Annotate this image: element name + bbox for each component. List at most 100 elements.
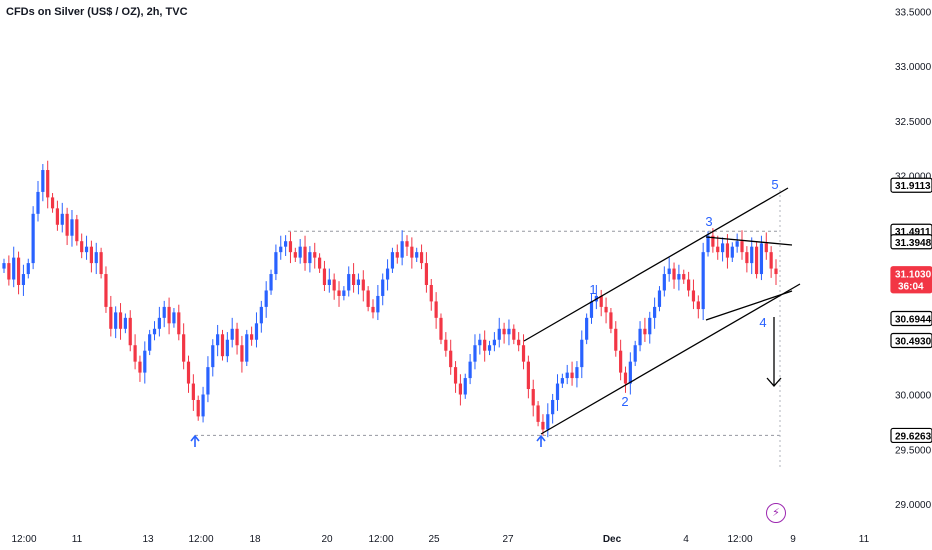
y-tick-label: 32.0000 — [895, 172, 932, 183]
candle-body — [75, 219, 79, 242]
candle-body — [439, 317, 443, 340]
channel-upper-line — [523, 187, 789, 342]
candle-body — [36, 191, 40, 214]
x-tick-label: 12:00 — [11, 534, 36, 545]
price-label-text: 31.9113 — [895, 181, 931, 192]
candle-body — [405, 241, 409, 247]
candle-body — [162, 306, 166, 318]
candle-body — [468, 361, 472, 379]
candle-body — [337, 290, 341, 296]
candle-body — [589, 301, 594, 318]
candle-body — [604, 306, 608, 313]
candle-body — [740, 241, 744, 253]
candle-body — [84, 246, 89, 253]
candle-body — [575, 367, 579, 379]
candle-body — [298, 246, 302, 258]
candle-body — [264, 290, 268, 307]
candle-body — [555, 383, 560, 400]
y-axis: 33.5000 33.0000 32.5000 32.0000 30.0000 29.50… — [890, 7, 932, 511]
candle-body — [725, 243, 730, 258]
candle-body — [730, 246, 734, 258]
horizontal-levels — [195, 190, 781, 470]
x-tick-label: 9 — [790, 534, 796, 545]
candle-body — [415, 252, 419, 258]
up-arrow-head — [190, 434, 200, 442]
candle-body — [502, 328, 506, 335]
candle-body — [50, 197, 55, 209]
candle-body — [317, 257, 322, 269]
candle-body — [385, 268, 390, 280]
candle-body — [55, 208, 60, 225]
candle-body — [356, 279, 361, 285]
x-tick-label: 27 — [502, 534, 514, 545]
x-tick-label: 4 — [683, 534, 689, 545]
candle-body — [293, 252, 297, 258]
candle-body — [638, 328, 642, 346]
candle-body — [279, 246, 283, 253]
candle-body — [419, 252, 424, 264]
candle-body — [691, 290, 696, 302]
candle-body — [492, 339, 496, 346]
candle-body — [662, 274, 666, 291]
candle-body — [322, 268, 327, 285]
price-label — [890, 427, 932, 444]
candle-body — [711, 235, 715, 247]
candle-body — [701, 252, 705, 310]
candle-body — [536, 405, 540, 422]
candle-body — [366, 290, 370, 307]
price-label-text: 31.1030 — [895, 270, 932, 281]
x-tick-label: 20 — [321, 534, 333, 545]
candle-body — [512, 328, 516, 340]
x-tick-label: 12:00 — [727, 534, 752, 545]
current-price-label — [890, 266, 932, 294]
candle-body — [599, 295, 603, 307]
candle-body — [284, 241, 288, 247]
candle-body — [648, 317, 652, 335]
candle-body — [585, 317, 589, 340]
candle-body — [774, 268, 778, 275]
candle-body — [351, 274, 356, 285]
candle-body — [716, 246, 720, 253]
y-tick-label: 32.5000 — [895, 117, 932, 128]
price-label — [890, 234, 932, 250]
candle-body — [104, 274, 108, 307]
candle-body — [313, 252, 317, 258]
candle-body — [191, 383, 195, 400]
candle-body — [507, 328, 511, 335]
candle-body — [463, 378, 467, 395]
wave-label: 3 — [705, 214, 712, 229]
lightning-icon[interactable]: ⚡ — [766, 503, 786, 523]
candle-body — [614, 328, 618, 351]
price-label — [890, 310, 932, 327]
up-arrow-head — [536, 434, 546, 442]
candle-body — [546, 414, 550, 430]
candle-body — [123, 317, 127, 329]
wave-label: 1 — [589, 282, 596, 297]
candle-body — [138, 361, 142, 373]
candle-body — [580, 339, 584, 368]
candle-body — [240, 345, 244, 362]
candle-body — [371, 306, 375, 313]
candle-body — [2, 263, 6, 269]
candle-body — [609, 312, 613, 329]
candle-body — [80, 241, 84, 253]
candle-body — [444, 339, 448, 351]
x-tick-label: 12:00 — [368, 534, 393, 545]
candle-body — [560, 378, 564, 384]
candle-body — [381, 279, 385, 296]
candle-body — [633, 345, 637, 362]
wave-label: 5 — [771, 177, 778, 192]
candle-body — [216, 334, 220, 346]
candle-body — [172, 312, 176, 324]
price-label — [890, 332, 932, 349]
y-tick-label: 30.0000 — [895, 391, 932, 402]
candle-body — [657, 290, 662, 307]
x-tick-label: 25 — [428, 534, 440, 545]
wedge-lower-line — [705, 290, 793, 321]
candle-body — [70, 219, 74, 236]
candle-body — [449, 350, 453, 368]
candle-body — [225, 339, 229, 357]
x-tick-label: 13 — [142, 534, 154, 545]
candle-body — [395, 252, 399, 258]
